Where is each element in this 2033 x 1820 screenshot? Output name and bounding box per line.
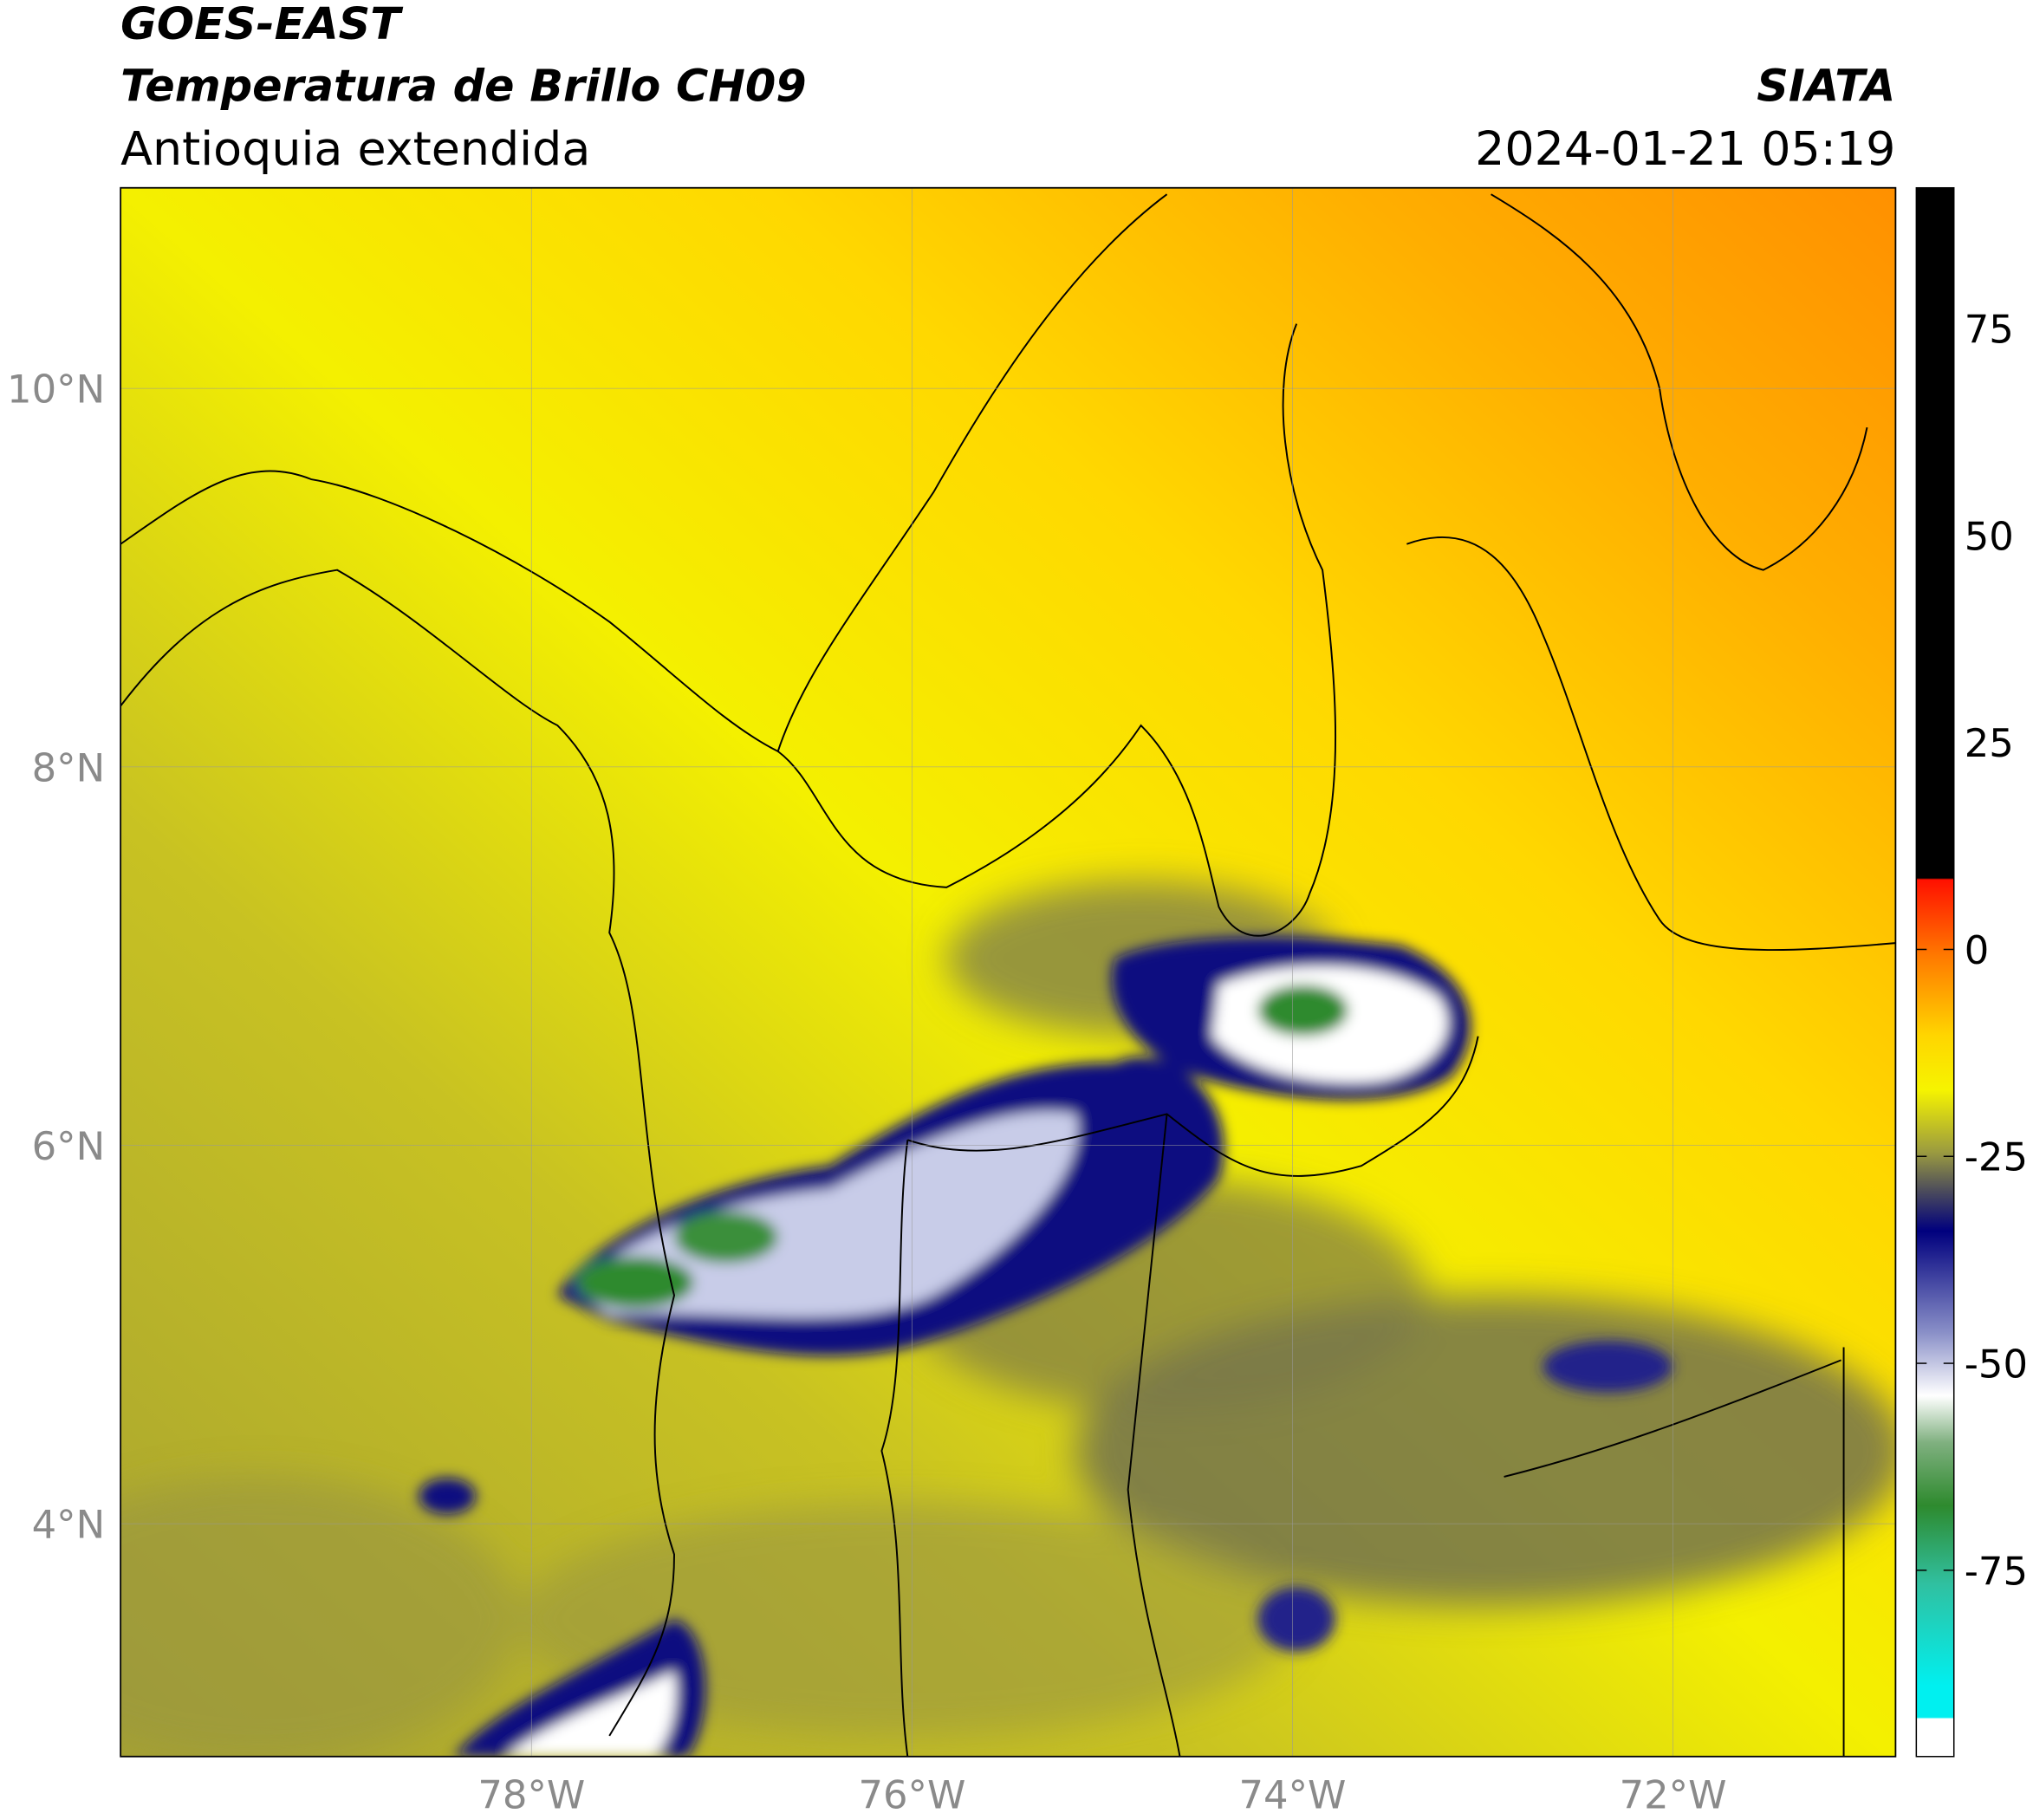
grid — [120, 187, 1896, 1757]
subtitle: Temperatura de Brillo CH09 — [120, 61, 807, 112]
title: GOES-EAST — [120, 0, 404, 49]
colorbar-tick-label: -50 — [1965, 1342, 2028, 1388]
lat-tick-label: 10°N — [7, 367, 105, 413]
borders — [120, 193, 1896, 1757]
colorbar — [1915, 186, 1955, 1758]
colorbar-tick-label: -25 — [1965, 1134, 2028, 1180]
lon-tick-label: 74°W — [1239, 1772, 1347, 1818]
ticks: 78°W 76°W 74°W 72°W 10°N 8°N 6°N 4°N 75 50 25 0 -25 -… — [7, 307, 2028, 1818]
colorbar-tick-label: 25 — [1965, 720, 2014, 766]
lon-tick-label: 78°W — [477, 1772, 585, 1818]
source: SIATA — [1757, 61, 1895, 112]
colorbar-tick-label: 50 — [1965, 513, 2014, 559]
lat-tick-label: 6°N — [32, 1123, 106, 1169]
colorbar-tick-label: 75 — [1965, 307, 2014, 353]
lon-tick-label: 72°W — [1620, 1772, 1727, 1818]
timestamp: 2024-01-21 05:19 — [1475, 121, 1895, 176]
colorbar-tick-label: -75 — [1965, 1548, 2028, 1594]
cold-clouds — [419, 937, 1673, 1757]
region: Antioquia extendida — [120, 121, 590, 176]
colorbar-tick-label: 0 — [1965, 927, 1990, 973]
map-image — [120, 187, 1896, 1757]
lat-tick-label: 4°N — [32, 1502, 106, 1548]
lat-tick-label: 8°N — [32, 744, 106, 790]
lon-tick-label: 76°W — [858, 1772, 965, 1818]
map-frame — [120, 186, 1897, 1758]
